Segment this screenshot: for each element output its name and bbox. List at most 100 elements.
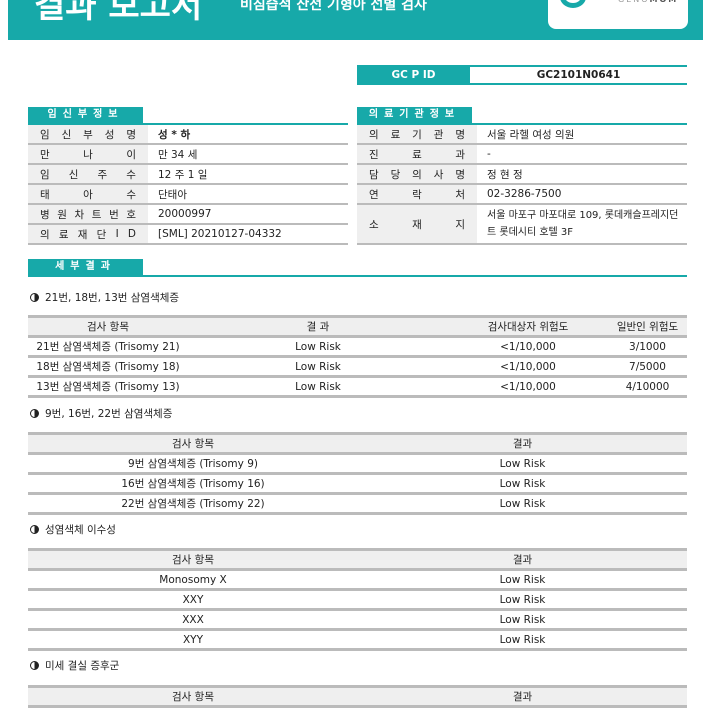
result-table: 검사 항목 결과 Monosomy X Low Risk XXY Low Risk XXX L… bbox=[28, 548, 687, 651]
section-title: 성염색체 이수성 bbox=[30, 522, 116, 537]
table-cell: 21번 삼염색체증 (Trisomy 21) bbox=[36, 341, 180, 353]
table-cell: 9번 삼염색체증 (Trisomy 9) bbox=[128, 458, 258, 470]
info-value: 02-3286-7500 bbox=[487, 188, 562, 200]
info-value: 성 * 하 bbox=[158, 128, 191, 141]
table-row: 13번 삼염색체증 (Trisomy 13) Low Risk <1/10,000 4… bbox=[28, 378, 687, 398]
table-cell: 18번 삼염색체증 (Trisomy 18) bbox=[36, 361, 180, 373]
gcp-id-row: GC P ID GC2101N0641 bbox=[357, 65, 687, 85]
gcp-id-value: GC2101N0641 bbox=[536, 69, 621, 81]
result-table: 검사 항목 결과 9번 삼염색체증 (Trisomy 9) Low Risk 16번 삼… bbox=[28, 432, 687, 515]
table-row: XXY Low Risk bbox=[28, 591, 687, 611]
info-value: 20000997 bbox=[158, 208, 212, 220]
info-row: 소 재 지 서울 마포구 마포대로 109, 롯데캐슬프레지던트 롯데시티 호텔 3F bbox=[357, 205, 687, 245]
table-row: XXX Low Risk bbox=[28, 611, 687, 631]
report-banner: 결과 보고서 비침습적 산전 기형아 선별 검사 GENOMOM bbox=[8, 0, 703, 40]
table-cell: XYY bbox=[182, 633, 204, 646]
column-header: 검사 항목 bbox=[172, 554, 214, 566]
table-cell: 13번 삼염색체증 (Trisomy 13) bbox=[36, 381, 180, 393]
logo-mark-icon bbox=[560, 0, 586, 8]
column-header: 결과 bbox=[512, 438, 533, 450]
column-header: 검사 항목 bbox=[87, 321, 129, 333]
table-cell: XXX bbox=[182, 613, 204, 626]
column-header: 결 과 bbox=[306, 321, 330, 333]
table-cell: 22번 삼염색체증 (Trisomy 22) bbox=[121, 498, 265, 510]
table-cell: Low Risk bbox=[499, 593, 546, 606]
table-row: Monosomy X Low Risk bbox=[28, 571, 687, 591]
table-cell: <1/10,000 bbox=[500, 380, 556, 393]
table-header: 검사 항목 결과 bbox=[28, 688, 687, 708]
info-row: 태 아 수 단태아 bbox=[28, 185, 348, 205]
table-header: 검사 항목 결 과 검사대상자 위험도 일반인 위험도 bbox=[28, 318, 687, 338]
info-value: [SML] 20210127-04332 bbox=[158, 228, 282, 240]
info-value: 정 현 정 bbox=[487, 168, 523, 181]
section-title: 미세 결실 증후군 bbox=[30, 658, 119, 673]
gcp-id-label: GC P ID bbox=[357, 67, 470, 83]
genomom-logo: GENOMOM bbox=[548, 0, 688, 29]
info-value: 서울 라헬 여성 의원 bbox=[487, 128, 575, 141]
table-row: XYY Low Risk bbox=[28, 631, 687, 651]
table-cell: XXY bbox=[182, 593, 204, 606]
table-cell: Low Risk bbox=[295, 360, 341, 373]
column-header: 결과 bbox=[512, 554, 533, 566]
column-header: 검사대상자 위험도 bbox=[487, 321, 569, 333]
half-circle-icon bbox=[30, 525, 39, 534]
section-title: 9번, 16번, 22번 삼염색체증 bbox=[30, 406, 172, 421]
column-header: 일반인 위험도 bbox=[616, 321, 679, 333]
result-table: 검사 항목 결과 bbox=[28, 685, 687, 708]
patient-info-header: 임신부정보 bbox=[28, 107, 348, 125]
report-subtitle: 비침습적 산전 기형아 선별 검사 bbox=[240, 0, 427, 13]
half-circle-icon bbox=[30, 293, 39, 302]
table-cell: Low Risk bbox=[499, 633, 546, 646]
table-cell: Low Risk bbox=[499, 613, 546, 626]
details-header: 세부결과 bbox=[28, 259, 687, 277]
half-circle-icon bbox=[30, 409, 39, 418]
info-value: - bbox=[487, 148, 491, 160]
table-row: 18번 삼염색체증 (Trisomy 18) Low Risk <1/10,000 7… bbox=[28, 358, 687, 378]
info-value: 12 주 1 일 bbox=[158, 168, 208, 181]
table-header: 검사 항목 결과 bbox=[28, 435, 687, 455]
section-title: 21번, 18번, 13번 삼염색체증 bbox=[30, 290, 179, 305]
table-cell: Low Risk bbox=[499, 573, 546, 586]
table-cell: <1/10,000 bbox=[500, 340, 556, 353]
table-cell: 7/5000 bbox=[629, 360, 666, 373]
institution-info-table: 의 료 기 관 명 서울 라헬 여성 의원 진 료 과 - 담 당 의 사 명 정 현 정 연 락 처 02-3286… bbox=[357, 125, 687, 245]
info-row: 연 락 처 02-3286-7500 bbox=[357, 185, 687, 205]
report-title: 결과 보고서 bbox=[34, 0, 203, 26]
table-cell: Low Risk bbox=[499, 497, 546, 510]
table-row: 9번 삼염색체증 (Trisomy 9) Low Risk bbox=[28, 455, 687, 475]
info-row: 의 료 재 단 I D [SML] 20210127-04332 bbox=[28, 225, 348, 245]
table-row: 16번 삼염색체증 (Trisomy 16) Low Risk bbox=[28, 475, 687, 495]
table-cell: Low Risk bbox=[499, 477, 546, 490]
table-cell: Low Risk bbox=[295, 340, 341, 353]
column-header: 검사 항목 bbox=[172, 438, 214, 450]
column-header: 검사 항목 bbox=[172, 691, 214, 703]
logo-text: GENOMOM bbox=[618, 0, 678, 4]
table-cell: <1/10,000 bbox=[500, 360, 556, 373]
table-row: 21번 삼염색체증 (Trisomy 21) Low Risk <1/10,000 3… bbox=[28, 338, 687, 358]
info-row: 병 원 차 트 번 호 20000997 bbox=[28, 205, 348, 225]
table-header: 검사 항목 결과 bbox=[28, 551, 687, 571]
institution-info-header: 의료기관정보 bbox=[357, 107, 687, 125]
info-value: 서울 마포구 마포대로 109, 롯데캐슬프레지던트 롯데시티 호텔 3F bbox=[487, 210, 679, 238]
info-row: 의 료 기 관 명 서울 라헬 여성 의원 bbox=[357, 125, 687, 145]
table-cell: 4/10000 bbox=[625, 380, 670, 393]
info-row: 임 신 주 수 12 주 1 일 bbox=[28, 165, 348, 185]
table-row: 22번 삼염색체증 (Trisomy 22) Low Risk bbox=[28, 495, 687, 515]
table-cell: Low Risk bbox=[499, 457, 546, 470]
